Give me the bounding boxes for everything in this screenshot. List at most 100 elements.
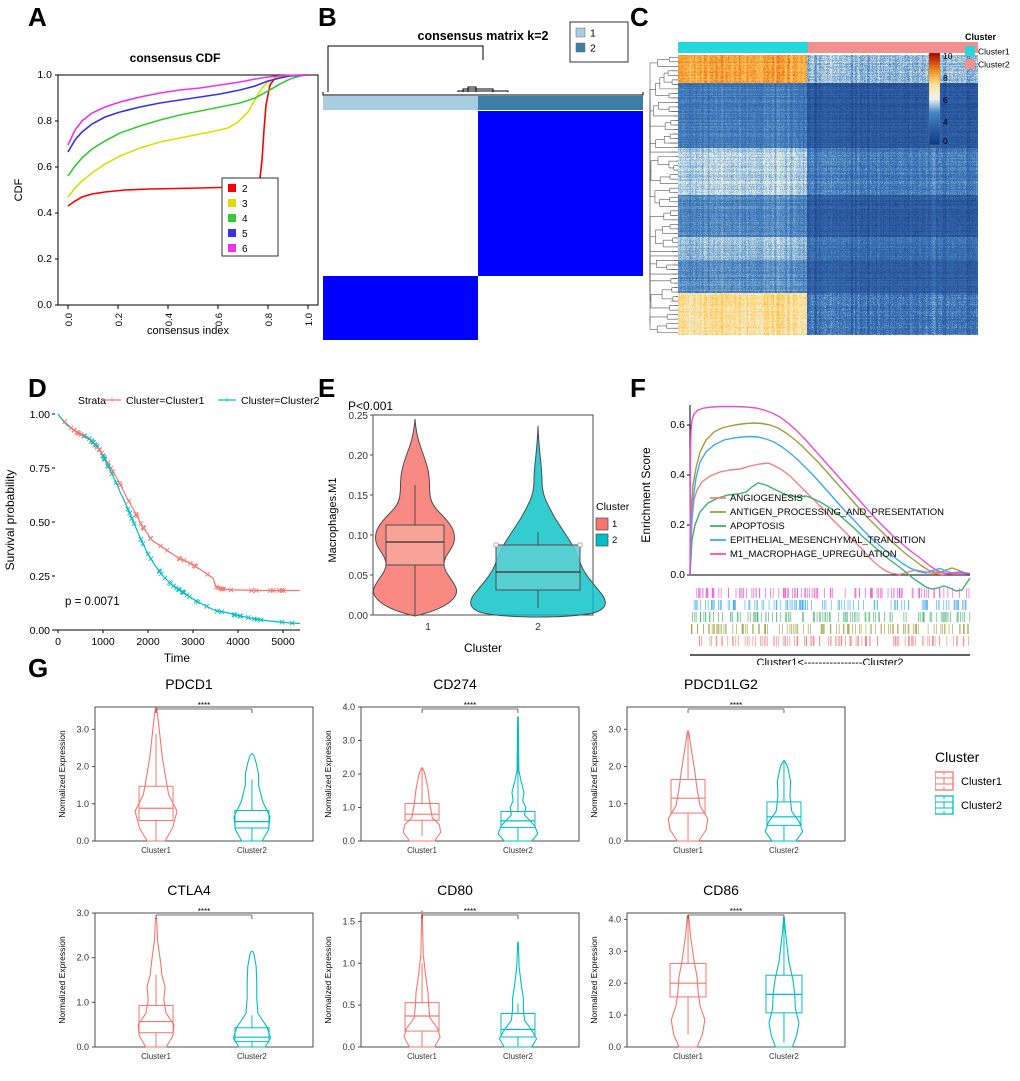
svg-text:Cluster=Cluster1: Cluster=Cluster1 [126,395,205,407]
svg-text:Cluster2: Cluster2 [961,800,1002,812]
svg-text:0.0: 0.0 [342,1042,355,1052]
svg-text:6: 6 [242,244,248,255]
svg-text:Cluster2: Cluster2 [503,846,533,855]
svg-text:1: 1 [590,28,596,40]
svg-text:5: 5 [242,229,248,240]
svg-text:1.0: 1.0 [37,69,52,81]
svg-text:0.0: 0.0 [76,1042,89,1052]
svg-text:0.2: 0.2 [37,253,52,265]
svg-text:0.0: 0.0 [608,1042,621,1052]
svg-text:1.0: 1.0 [342,958,355,968]
svg-text:0: 0 [943,136,948,146]
svg-text:4: 4 [943,117,948,127]
svg-text:consensus index: consensus index [147,325,229,337]
svg-text:M1_MACROPHAGE_UPREGULATION: M1_MACROPHAGE_UPREGULATION [730,549,897,560]
svg-text:5000: 5000 [271,636,295,648]
svg-text:+: + [109,395,114,405]
svg-text:Cluster2: Cluster2 [237,846,267,855]
svg-text:Cluster2: Cluster2 [978,60,1010,70]
svg-text:0.05: 0.05 [349,571,369,582]
svg-text:Cluster2: Cluster2 [769,1052,799,1061]
svg-text:0.8: 0.8 [37,115,52,127]
svg-text:1: 1 [612,519,617,530]
svg-text:2000: 2000 [136,636,160,648]
svg-text:APOPTOSIS: APOPTOSIS [730,521,785,532]
svg-text:0.0: 0.0 [37,299,52,311]
svg-text:4000: 4000 [226,636,250,648]
svg-text:CD86: CD86 [703,882,739,898]
svg-text:****: **** [730,701,742,710]
svg-text:+: + [224,395,229,405]
svg-text:0.75: 0.75 [30,463,51,475]
svg-text:Normalized Expression: Normalized Expression [589,936,599,1024]
svg-text:2.0: 2.0 [608,762,621,772]
svg-text:0.2: 0.2 [670,519,685,531]
svg-text:EPITHELIAL_MESENCHYMAL_TRANSIT: EPITHELIAL_MESENCHYMAL_TRANSITION [730,535,925,546]
svg-text:****: **** [198,907,210,916]
svg-text:****: **** [464,701,476,710]
svg-text:0.50: 0.50 [30,517,51,529]
svg-text:ANTIGEN_PROCESSING_AND_PRESENT: ANTIGEN_PROCESSING_AND_PRESENTATION [730,507,944,518]
svg-text:Normalized Expression: Normalized Expression [57,730,67,818]
svg-text:Normalized Expression: Normalized Expression [57,936,67,1024]
svg-text:Cluster: Cluster [935,749,980,765]
svg-text:8: 8 [943,73,948,83]
svg-text:0.20: 0.20 [349,451,369,462]
svg-text:Cluster1: Cluster1 [673,846,703,855]
svg-text:1.5: 1.5 [342,916,355,926]
svg-text:****: **** [198,701,210,710]
svg-text:0: 0 [55,636,61,648]
svg-text:3.0: 3.0 [608,946,621,956]
svg-text:4.0: 4.0 [342,702,355,712]
svg-text:0.4: 0.4 [37,207,52,219]
svg-text:Cluster1<----------------Clust: Cluster1<----------------Cluster2 [757,657,904,665]
svg-text:0.25: 0.25 [30,571,51,583]
svg-text:1.0: 1.0 [304,313,315,326]
svg-text:0.15: 0.15 [349,491,369,502]
svg-text:Cluster1: Cluster1 [961,776,1002,788]
svg-text:Normalized Expression: Normalized Expression [589,730,599,818]
svg-text:0.0: 0.0 [608,836,621,846]
svg-text:3000: 3000 [181,636,205,648]
svg-text:Strata: Strata [78,395,106,407]
svg-text:1.0: 1.0 [608,1010,621,1020]
svg-text:p = 0.0071: p = 0.0071 [65,596,120,608]
svg-text:2: 2 [242,184,248,195]
svg-text:1: 1 [425,621,431,633]
svg-text:2.0: 2.0 [76,762,89,772]
svg-text:0.4: 0.4 [670,469,685,481]
svg-text:Cluster: Cluster [596,501,630,513]
svg-text:2: 2 [612,535,617,546]
svg-text:Cluster1: Cluster1 [141,1052,171,1061]
svg-text:0.00: 0.00 [30,625,51,637]
svg-text:1.0: 1.0 [608,799,621,809]
svg-text:Cluster2: Cluster2 [503,1052,533,1061]
svg-text:CD80: CD80 [437,882,473,898]
svg-text:0.10: 0.10 [349,531,369,542]
svg-text:10: 10 [943,51,953,61]
svg-text:4: 4 [242,214,248,225]
svg-text:1000: 1000 [91,636,115,648]
svg-text:Cluster1: Cluster1 [407,1052,437,1061]
svg-text:0.6: 0.6 [670,419,685,431]
svg-text:Cluster1: Cluster1 [141,846,171,855]
svg-text:3.0: 3.0 [76,908,89,918]
svg-text:2.0: 2.0 [76,953,89,963]
svg-text:0.8: 0.8 [264,313,275,326]
svg-text:PDCD1LG2: PDCD1LG2 [684,676,758,692]
svg-text:0.0: 0.0 [76,836,89,846]
svg-text:0.6: 0.6 [37,161,52,173]
svg-text:1.0: 1.0 [76,799,89,809]
svg-text:Normalized Expression: Normalized Expression [323,936,333,1024]
svg-text:Time: Time [164,651,191,665]
svg-text:1.0: 1.0 [342,803,355,813]
svg-text:Macrophages.M1: Macrophages.M1 [327,478,339,563]
svg-text:CTLA4: CTLA4 [167,882,211,898]
svg-text:Cluster1: Cluster1 [978,47,1010,57]
svg-text:0.2: 0.2 [114,313,125,326]
svg-text:ANGIOGENESIS: ANGIOGENESIS [730,493,803,504]
svg-text:****: **** [464,907,476,916]
svg-text:****: **** [730,907,742,916]
svg-text:1.0: 1.0 [76,997,89,1007]
svg-text:2: 2 [535,621,541,633]
